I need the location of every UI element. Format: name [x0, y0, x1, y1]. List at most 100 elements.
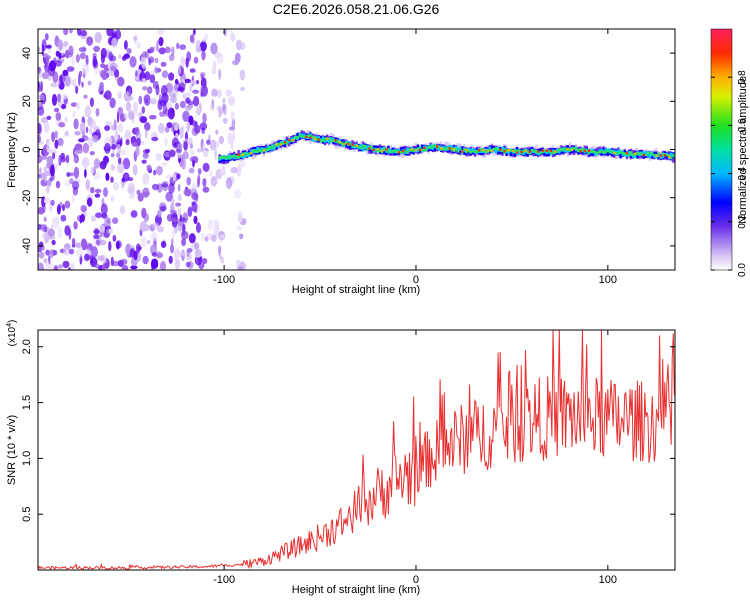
noise-blob: [112, 234, 117, 242]
noise-blob: [152, 80, 159, 90]
noise-blob: [90, 246, 98, 258]
ridge-cell: [395, 150, 398, 154]
ridge-cell: [281, 141, 285, 145]
noise-blob: [130, 210, 138, 218]
noise-blob: [156, 40, 159, 52]
ridge-cell: [266, 145, 270, 150]
spectrogram-axes: -100 0 100 -40 -20 0 20 40: [21, 29, 675, 286]
noise-blob: [195, 105, 200, 116]
noise-blob: [42, 72, 50, 80]
ridge-cell: [591, 150, 595, 153]
ridge-cell: [619, 150, 622, 153]
noise-blob: [89, 97, 94, 107]
ridge-peak: [402, 149, 405, 153]
noise-blob: [125, 139, 130, 146]
ridge-cell: [245, 153, 249, 157]
noise-blob: [84, 105, 92, 118]
ridge-cell: [275, 145, 278, 150]
noise-blob: [160, 205, 167, 212]
noise-blob: [151, 222, 160, 229]
noise-blob: [151, 252, 158, 257]
noise-blob: [225, 177, 233, 190]
ridge-cell: [484, 150, 487, 154]
noise-blob: [188, 167, 195, 174]
ridge-cell: [558, 148, 561, 152]
ridge-cell: [222, 155, 225, 159]
noise-blob: [40, 81, 43, 92]
y-tick-label: 20: [21, 95, 33, 107]
noise-blob: [239, 233, 244, 240]
noise-blob: [154, 57, 159, 64]
ridge-peak: [668, 155, 671, 159]
noise-blob: [108, 228, 114, 234]
noise-blob: [82, 130, 85, 140]
ridge-cell: [300, 135, 304, 138]
ridge-peak: [587, 149, 591, 152]
noise-blob: [62, 247, 71, 256]
noise-blob: [210, 42, 218, 55]
noise-blob: [55, 112, 62, 121]
noise-blob: [85, 126, 89, 133]
ridge-cell: [264, 148, 268, 152]
noise-blob: [43, 166, 48, 172]
noise-blob: [81, 157, 90, 169]
noise-blob: [109, 97, 116, 109]
noise-blob: [54, 107, 60, 113]
noise-blob: [177, 263, 180, 270]
spectrogram-xlabel: Height of straight line (km): [292, 284, 420, 296]
noise-blob: [138, 95, 143, 105]
noise-blob: [93, 158, 101, 169]
ridge-cell: [484, 148, 487, 153]
noise-blob: [181, 230, 186, 236]
noise-blob: [171, 230, 175, 239]
noise-blob: [208, 134, 211, 142]
ridge-cell: [290, 139, 293, 142]
ridge-peak: [507, 149, 510, 152]
ridge-cell: [640, 152, 643, 156]
ridge-peak: [499, 148, 502, 151]
ridge-cell: [361, 146, 365, 152]
ridge-cell: [429, 144, 432, 149]
noise-blob: [62, 41, 69, 47]
noise-blob: [199, 122, 208, 131]
ridge-cell: [646, 153, 650, 157]
ridge-peak: [482, 148, 485, 152]
ridge-cell: [252, 149, 255, 153]
ridge-cell: [368, 145, 371, 149]
y-tick-label: -40: [21, 238, 33, 254]
ridge-cell: [260, 150, 263, 153]
ridge-cell: [452, 149, 455, 152]
noise-blob: [136, 42, 141, 49]
ridge-cell: [463, 148, 466, 153]
noise-blob: [111, 32, 117, 39]
ridge-cell: [585, 149, 588, 153]
noise-blob: [211, 89, 218, 97]
ridge-cell: [594, 150, 597, 154]
ridge-cell: [361, 144, 365, 148]
noise-blob: [196, 148, 203, 153]
ridge-cell: [661, 153, 664, 159]
noise-blob: [189, 82, 193, 93]
noise-blob: [156, 252, 164, 259]
noise-blob: [232, 59, 239, 66]
noise-blob: [112, 217, 119, 225]
noise-blob: [199, 41, 207, 52]
ridge-cell: [311, 136, 314, 141]
noise-blob: [64, 200, 71, 209]
noise-blob: [196, 80, 199, 85]
noise-blob: [88, 118, 96, 129]
noise-blob: [38, 123, 42, 135]
noise-blob: [54, 139, 59, 149]
ridge-cell: [657, 153, 660, 157]
ridge-cell: [473, 150, 477, 154]
noise-blob: [171, 238, 174, 247]
ridge-cell: [321, 139, 325, 142]
ridge-cell: [541, 150, 544, 154]
noise-blob: [170, 108, 175, 114]
noise-blob: [151, 183, 160, 191]
ridge-cell: [602, 151, 605, 155]
ridge-cell: [488, 149, 491, 152]
y-tick-label: 40: [21, 47, 33, 59]
noise-blob: [40, 172, 46, 180]
ridge-cell: [471, 150, 474, 153]
